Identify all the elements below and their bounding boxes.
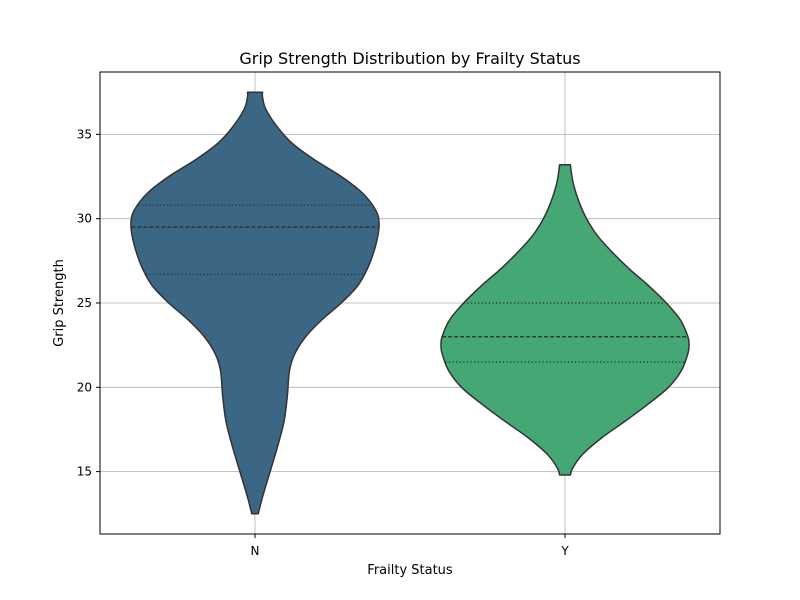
y-tick-label: 20 [77, 380, 92, 394]
y-tick-label: 25 [77, 296, 92, 310]
violin-layer [130, 91, 690, 515]
violin-N [130, 91, 380, 515]
violin-Y [440, 163, 690, 476]
y-axis-label: Grip Strength [52, 259, 67, 347]
y-tick-label: 15 [77, 465, 92, 479]
axis-ticks: 15 20 25 30 35 N Y [77, 127, 570, 558]
y-tick-label: 30 [77, 212, 92, 226]
chart-title: Grip Strength Distribution by Frailty St… [239, 49, 580, 68]
x-tick-label: Y [560, 544, 569, 558]
y-tick-label: 35 [77, 127, 92, 141]
x-tick-label: N [251, 544, 260, 558]
x-axis-label: Frailty Status [367, 563, 453, 578]
